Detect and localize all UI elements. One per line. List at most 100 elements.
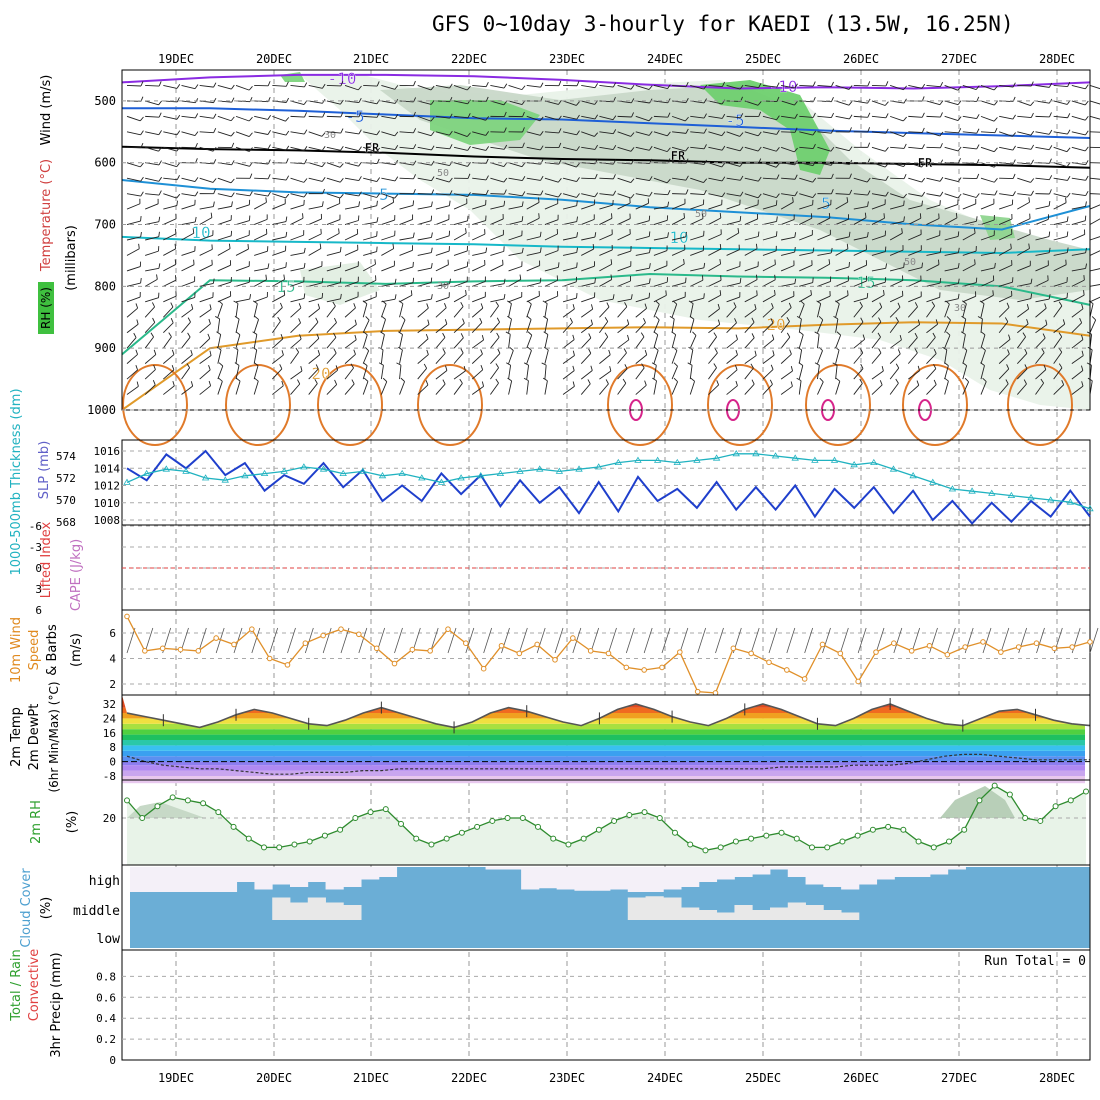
- wind-barb: [762, 264, 776, 272]
- wind-barb: [671, 350, 678, 364]
- cloud-high-gap: [361, 867, 380, 880]
- wind-barb-flag: [994, 127, 998, 133]
- wind-barb: [253, 319, 259, 333]
- wind-barb: [908, 384, 920, 395]
- wind-barb-flag: [622, 378, 627, 384]
- wind-barb-flag: [610, 259, 613, 265]
- wind-barb: [1053, 336, 1063, 349]
- wind-barb-flag: [140, 130, 144, 136]
- wind-barb: [272, 368, 283, 380]
- wind-barb: [671, 263, 685, 272]
- wind-barb: [962, 295, 976, 303]
- wind-barb: [708, 336, 717, 349]
- wind-barb-flag: [835, 377, 841, 382]
- wind-barb-flag: [340, 145, 344, 151]
- wind-barb: [817, 319, 824, 333]
- wind-barb: [235, 248, 249, 256]
- wind-barb: [1071, 100, 1086, 106]
- wind-barb-flag: [654, 346, 659, 351]
- wind-barb: [508, 318, 512, 333]
- wind-barb-flag: [735, 334, 738, 340]
- wind-barb: [1035, 205, 1050, 210]
- wind-barb-flag: [946, 316, 951, 321]
- wind-barb: [744, 85, 759, 88]
- wind-barb: [999, 115, 1013, 120]
- wind-barb-flag: [836, 331, 841, 336]
- wind-barb-flag: [218, 362, 224, 367]
- wind-barb-flag: [212, 201, 215, 207]
- wind-barb: [308, 368, 319, 380]
- wind-barb-flag: [976, 128, 980, 134]
- thickness-marker: [693, 456, 701, 463]
- wind-barb-flag: [830, 128, 835, 134]
- cloud-middle-gap: [272, 897, 291, 920]
- wind-barb-flag: [594, 144, 598, 150]
- wind-barb-flag: [703, 159, 707, 165]
- wind-barb-flag: [1085, 175, 1089, 181]
- cloud-high-gap: [787, 867, 806, 877]
- rh2m-marker: [717, 844, 724, 851]
- wind-barb-flag: [321, 201, 324, 207]
- wind-barb: [272, 131, 287, 136]
- wind-barb-flag: [1085, 190, 1089, 196]
- wind-barb-flag: [831, 188, 834, 194]
- wind-barb: [1035, 369, 1047, 380]
- wind-barb: [690, 177, 704, 184]
- wind-barb-flag: [921, 191, 926, 197]
- series-line-slp: [126, 449, 1091, 525]
- wind-barb-flag: [975, 85, 980, 90]
- x-tick-top-24DEC: 24DEC: [647, 52, 683, 66]
- wind-barb-flag: [280, 302, 283, 308]
- wind-barb-flag: [171, 349, 175, 355]
- wind10m-barb: [554, 627, 564, 654]
- wind-barb: [726, 220, 741, 225]
- wind-barb-flag: [1080, 365, 1084, 371]
- wind-barb: [780, 201, 794, 210]
- wind-barb: [980, 294, 994, 303]
- rh2m-marker: [337, 826, 344, 833]
- rh2m-marker: [321, 832, 328, 839]
- wind-barb-flag: [321, 146, 326, 151]
- wind-barb-flag: [994, 247, 996, 253]
- wind-barb-flag: [522, 111, 525, 117]
- chart-title: GFS 0~10day 3-hourly for KAEDI (13.5W, 1…: [432, 12, 1014, 36]
- precip-tick-0.4: 0.4: [96, 1012, 116, 1025]
- wind-barb-flag: [576, 177, 580, 182]
- wind-barb-flag: [939, 247, 942, 253]
- wind-barb-flag: [921, 262, 924, 268]
- wind-barb-flag: [848, 101, 853, 106]
- cloud-high-gap: [592, 867, 611, 891]
- wind-barb-flag: [396, 362, 402, 366]
- wind-barb: [562, 308, 575, 318]
- wind-barb-flag: [496, 332, 500, 338]
- wind-barb-flag: [233, 300, 239, 304]
- wind-barb-flag: [1085, 84, 1089, 90]
- wind-barb-flag: [542, 377, 548, 382]
- wind-barb: [980, 234, 995, 241]
- wind-barb-flag: [158, 130, 162, 135]
- wind-barb: [290, 322, 301, 334]
- wind-barb: [435, 352, 446, 364]
- thickness-marker: [948, 485, 957, 492]
- rh2m-marker: [306, 838, 313, 845]
- wind-barb-flag: [445, 365, 448, 371]
- wind-barb-flag: [796, 316, 802, 320]
- wind-barb: [380, 381, 388, 395]
- wind-barb-flag: [303, 146, 308, 151]
- wind-barb: [962, 203, 976, 210]
- pressure-tick-600: 600: [94, 156, 116, 170]
- pressure-tick-500: 500: [94, 94, 116, 108]
- wind-barb-flag: [814, 331, 820, 335]
- wind-barb: [126, 307, 138, 318]
- wind-barb: [326, 369, 338, 380]
- wind-barb: [944, 349, 948, 364]
- wind-barb: [453, 306, 464, 318]
- wind-barb-flag: [353, 303, 356, 309]
- wind-barb: [253, 349, 258, 364]
- wind-barb: [890, 177, 905, 180]
- wind-barb: [1035, 177, 1050, 181]
- thickness-marker: [752, 450, 760, 457]
- wind-barb: [126, 131, 141, 136]
- wind-barb: [599, 354, 611, 364]
- wind-barb-flag: [158, 160, 162, 166]
